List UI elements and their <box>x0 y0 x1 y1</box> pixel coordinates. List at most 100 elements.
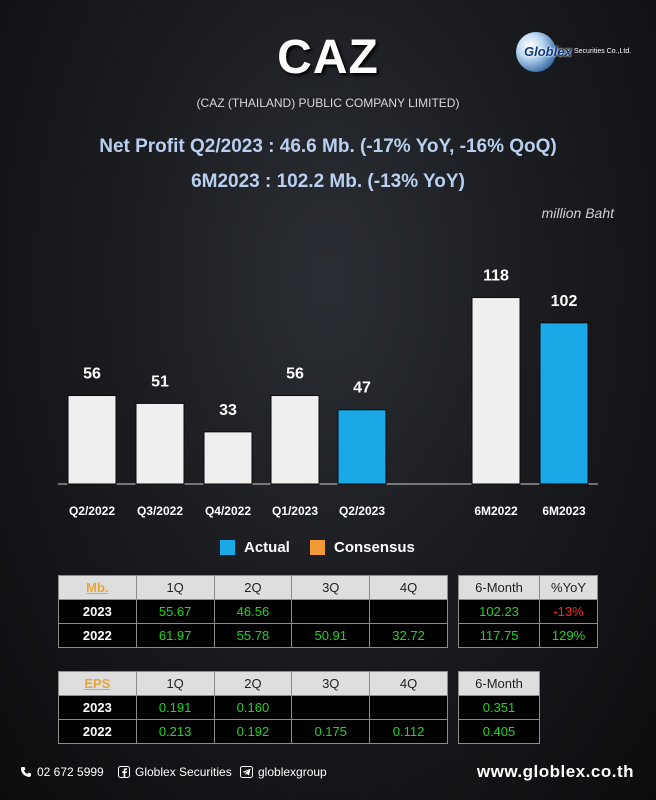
table-row: 0.405 <box>458 719 540 744</box>
category-tick-label: Q3/2022 <box>137 504 183 518</box>
table-header-yoy: %YoY <box>539 575 598 600</box>
table-header-row: Mb. 1Q 2Q 3Q 4Q <box>58 575 448 600</box>
cell-value: 55.67 <box>135 599 215 624</box>
eps-quarter-table: EPS 1Q 2Q 3Q 4Q 2023 0.191 0.160 2022 0.… <box>58 671 448 744</box>
footer-telegram-text: globlexgroup <box>258 765 327 779</box>
bar-data-label: 33 <box>219 402 237 419</box>
cell-value: 0.405 <box>458 719 540 744</box>
table-header-q1: 1Q <box>135 575 215 600</box>
logo-text: Globlex <box>524 44 572 59</box>
telegram-icon <box>240 766 253 778</box>
headline-six-month: 6M2023 : 102.2 Mb. (-13% YoY) <box>191 171 465 192</box>
cell-value: 32.72 <box>369 623 448 648</box>
footer-phone-text: 02 672 5999 <box>37 765 104 779</box>
cell-value: 0.213 <box>135 719 215 744</box>
cell-value: 0.175 <box>291 719 371 744</box>
cell-value: 0.191 <box>135 695 215 720</box>
cell-value: 46.56 <box>213 599 293 624</box>
cell-value <box>291 695 371 720</box>
table-header-q2: 2Q <box>213 575 293 600</box>
cell-value <box>369 599 448 624</box>
cell-value: 50.91 <box>291 623 371 648</box>
bar-q4-2022 <box>203 431 253 485</box>
table-header-row: 6-Month <box>458 671 540 696</box>
legend-consensus-label: Consensus <box>334 539 415 556</box>
footer-facebook-text: Globlex Securities <box>135 765 232 779</box>
bar-q2-2023 <box>337 409 387 485</box>
cell-value <box>369 695 448 720</box>
category-tick-label: Q4/2022 <box>205 504 251 518</box>
cell-yoy-value: 129% <box>539 623 598 648</box>
bar-data-label: 56 <box>83 366 101 383</box>
table-row: 2023 55.67 46.56 <box>58 599 448 624</box>
footer-telegram[interactable]: globlexgroup <box>240 765 327 779</box>
table-header-row: EPS 1Q 2Q 3Q 4Q <box>58 671 448 696</box>
logo-subtext: Securities Co.,Ltd. <box>574 48 632 55</box>
category-tick-label: Q2/2023 <box>339 504 385 518</box>
footer-phone[interactable]: 02 672 5999 <box>20 765 104 779</box>
chart-legend: Actual Consensus <box>220 539 431 559</box>
table-header-q3: 3Q <box>291 575 371 600</box>
cell-value: 0.160 <box>213 695 293 720</box>
row-year: 2022 <box>58 623 137 648</box>
bar-data-label: 118 <box>483 268 509 285</box>
row-year: 2022 <box>58 719 137 744</box>
table-row: 117.75 129% <box>457 623 598 648</box>
cell-value: 0.112 <box>369 719 448 744</box>
footer-website[interactable]: www.globlex.co.th <box>476 762 634 781</box>
cell-value: 117.75 <box>457 623 541 648</box>
globlex-logo: Globlex Securities Co.,Ltd. <box>510 30 640 80</box>
row-year: 2023 <box>58 695 137 720</box>
headline-quarter: Net Profit Q2/2023 : 46.6 Mb. (-17% YoY,… <box>99 136 557 157</box>
table-row: 0.351 <box>458 695 540 720</box>
bar-q1-2023 <box>270 395 320 485</box>
legend-actual-swatch <box>220 540 235 555</box>
table-row: 2023 0.191 0.160 <box>58 695 448 720</box>
bar-q2-2022 <box>67 395 117 485</box>
cell-yoy-value: -13% <box>539 599 598 624</box>
cell-value: 55.78 <box>213 623 293 648</box>
category-tick-label: 6M2023 <box>542 504 586 518</box>
legend-consensus: Consensus <box>310 539 415 556</box>
table-header-six-month: 6-Month <box>458 671 540 696</box>
cell-value: 61.97 <box>135 623 215 648</box>
bar-6m2022 <box>471 297 521 485</box>
table-header-six-month: 6-Month <box>457 575 541 600</box>
category-tick-label: 6M2022 <box>474 504 518 518</box>
bar-data-label: 51 <box>151 373 169 390</box>
legend-consensus-swatch <box>310 540 326 555</box>
facebook-icon <box>118 766 130 778</box>
bar-6m2023 <box>539 322 589 485</box>
bar-data-label: 56 <box>286 366 304 383</box>
row-year: 2023 <box>58 599 137 624</box>
table-header-row: 6-Month %YoY <box>457 575 598 600</box>
phone-icon <box>21 767 31 777</box>
table-header-q2: 2Q <box>213 671 293 696</box>
footer: 02 672 5999 Globlex Securities globlexgr… <box>0 762 656 784</box>
cell-value <box>291 599 371 624</box>
table-row: 102.23 -13% <box>457 599 598 624</box>
bar-data-label: 102 <box>551 293 578 310</box>
cell-value: 0.351 <box>458 695 540 720</box>
company-name: (CAZ (THAILAND) PUBLIC COMPANY LIMITED) <box>196 96 460 110</box>
category-tick-label: Q1/2023 <box>272 504 318 518</box>
cell-value: 0.192 <box>213 719 293 744</box>
eps-six-month-table: 6-Month 0.351 0.405 <box>458 671 540 744</box>
legend-actual-label: Actual <box>244 539 290 556</box>
table-header-eps: EPS <box>58 671 137 696</box>
table-header-q4: 4Q <box>369 575 448 600</box>
legend-actual: Actual <box>220 539 290 556</box>
table-row: 2022 61.97 55.78 50.91 32.72 <box>58 623 448 648</box>
table-header-q3: 3Q <box>291 671 371 696</box>
table-header-unit: Mb. <box>58 575 137 600</box>
page-title: CAZ <box>277 31 379 84</box>
table-header-q1: 1Q <box>135 671 215 696</box>
category-tick-label: Q2/2022 <box>69 504 115 518</box>
unit-label: million Baht <box>541 205 614 221</box>
net-profit-six-month-table: 6-Month %YoY 102.23 -13% 117.75 129% <box>457 575 598 648</box>
footer-facebook[interactable]: Globlex Securities <box>118 765 232 779</box>
net-profit-quarter-table: Mb. 1Q 2Q 3Q 4Q 2023 55.67 46.56 2022 61… <box>58 575 448 648</box>
cell-value: 102.23 <box>457 599 541 624</box>
net-profit-bar-chart: 56 Q2/2022 51 Q3/2022 33 Q4/2022 56 Q1/2023 47 Q2… <box>58 268 598 518</box>
